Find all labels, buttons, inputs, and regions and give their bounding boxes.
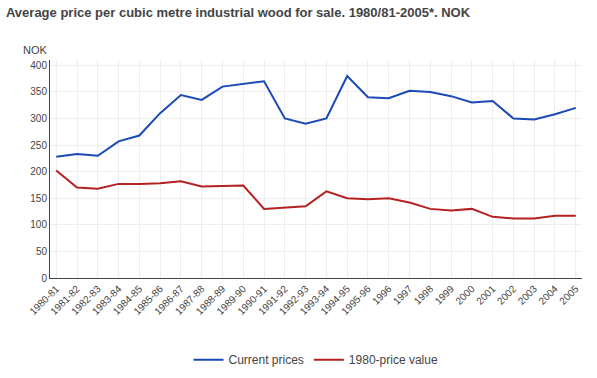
svg-text:1983-84: 1983-84 xyxy=(90,283,124,317)
svg-text:Current prices: Current prices xyxy=(229,353,304,367)
svg-text:50: 50 xyxy=(36,246,48,257)
svg-text:2001: 2001 xyxy=(474,283,498,307)
svg-text:300: 300 xyxy=(30,113,47,124)
svg-text:150: 150 xyxy=(30,193,47,204)
svg-text:1988-89: 1988-89 xyxy=(194,283,228,317)
svg-text:2002: 2002 xyxy=(495,283,519,307)
svg-text:2000: 2000 xyxy=(453,283,477,307)
svg-text:1996: 1996 xyxy=(370,283,394,307)
svg-text:1980-price value: 1980-price value xyxy=(349,353,438,367)
svg-text:1987-88: 1987-88 xyxy=(173,283,207,317)
svg-text:1994-95: 1994-95 xyxy=(318,283,352,317)
svg-text:1998: 1998 xyxy=(412,283,436,307)
svg-text:100: 100 xyxy=(30,219,47,230)
svg-text:1999: 1999 xyxy=(433,283,457,307)
svg-text:0: 0 xyxy=(41,273,47,284)
svg-text:2004: 2004 xyxy=(536,283,560,307)
svg-text:1995-96: 1995-96 xyxy=(339,283,373,317)
svg-text:200: 200 xyxy=(30,166,47,177)
svg-text:1981-82: 1981-82 xyxy=(48,283,82,317)
svg-text:1984-85: 1984-85 xyxy=(111,283,145,317)
svg-text:1980-81: 1980-81 xyxy=(27,283,61,317)
svg-text:400: 400 xyxy=(30,60,47,71)
svg-text:250: 250 xyxy=(30,140,47,151)
svg-text:1993-94: 1993-94 xyxy=(298,283,332,317)
svg-text:1991-92: 1991-92 xyxy=(256,283,290,317)
svg-text:NOK: NOK xyxy=(23,44,48,56)
svg-text:1997: 1997 xyxy=(391,283,415,307)
svg-text:1992-93: 1992-93 xyxy=(277,283,311,317)
svg-text:1990-91: 1990-91 xyxy=(235,283,269,317)
svg-text:2005: 2005 xyxy=(557,283,581,307)
svg-text:Average price per cubic metre: Average price per cubic metre industrial… xyxy=(6,5,471,20)
svg-text:1986-87: 1986-87 xyxy=(152,283,186,317)
svg-text:350: 350 xyxy=(30,86,47,97)
svg-text:1982-83: 1982-83 xyxy=(69,283,103,317)
svg-text:1989-90: 1989-90 xyxy=(214,283,248,317)
svg-text:1985-86: 1985-86 xyxy=(131,283,165,317)
svg-text:2003: 2003 xyxy=(516,283,540,307)
